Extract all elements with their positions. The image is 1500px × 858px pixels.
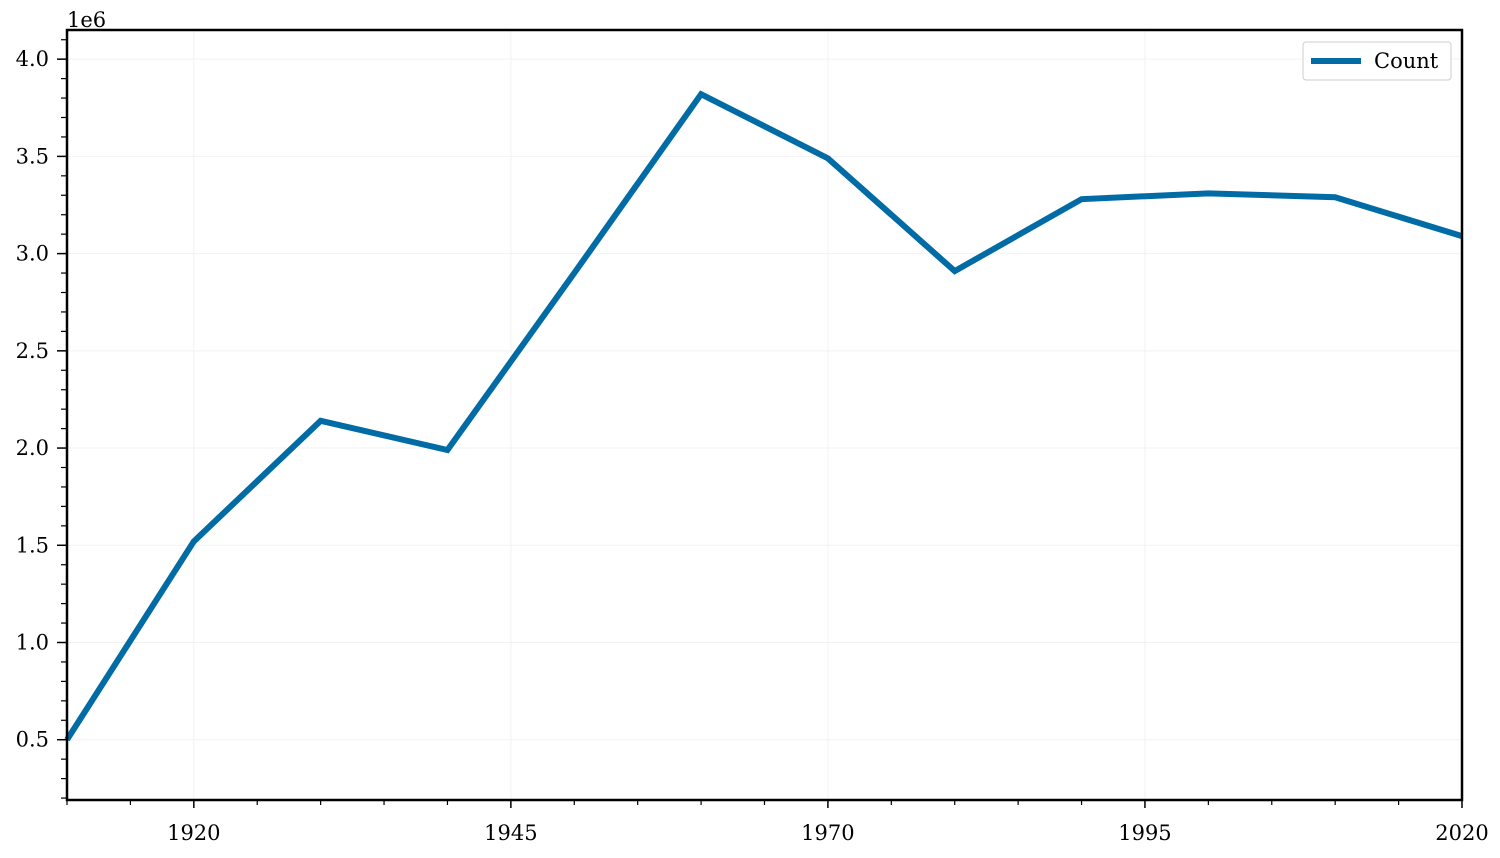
y-tick-label: 1.5 <box>16 533 49 557</box>
y-tick-label: 3.0 <box>16 242 49 266</box>
y-tick-label: 4.0 <box>16 47 49 71</box>
y-tick-label: 1.0 <box>16 631 49 655</box>
y-tick-label: 3.5 <box>16 144 49 168</box>
y-tick-label: 0.5 <box>16 728 49 752</box>
legend-label: Count <box>1374 49 1439 73</box>
legend-box <box>1302 41 1452 81</box>
x-tick-label: 1920 <box>167 821 220 845</box>
x-tick-label: 1970 <box>801 821 854 845</box>
x-tick-label: 1995 <box>1118 821 1171 845</box>
y-tick-label: 2.0 <box>16 436 49 460</box>
plot-frame <box>65 28 1464 802</box>
series-line-count <box>64 90 1463 742</box>
legend: Count <box>1302 41 1452 81</box>
x-tick-label: 2020 <box>1435 821 1488 845</box>
x-tick-label: 1945 <box>484 821 537 845</box>
axis-ticks: 1920 1945 1970 1995 2020 0.5 1.0 1.5 2.0 2.5 3.0 3.… <box>16 39 1489 845</box>
grid <box>67 30 1463 800</box>
y-offset-label: 1e6 <box>67 8 106 32</box>
y-tick-label: 2.5 <box>16 339 49 363</box>
